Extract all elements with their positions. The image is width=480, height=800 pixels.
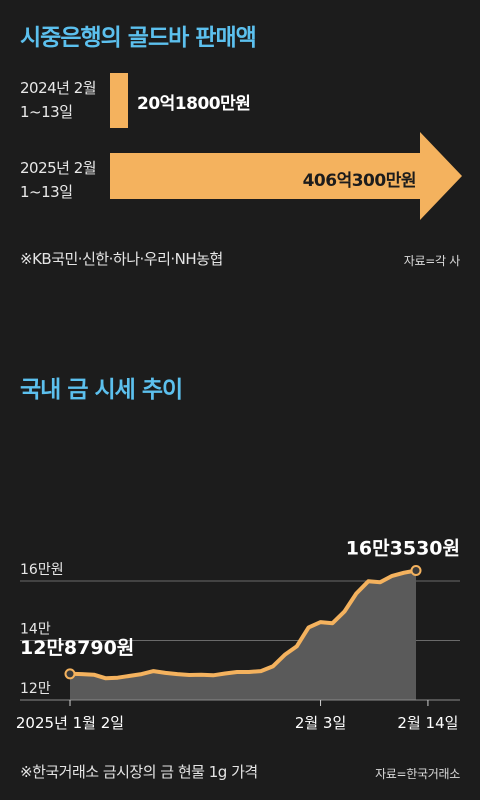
x-tick-label: 2월 3일 — [295, 714, 346, 732]
bar-2025-value-label: 406억300만원 — [302, 171, 417, 191]
gold-price-chart: 12만 14만 16만원 2025년 1월 2일 2월 3일 2월 14일 12만8790원… — [16, 537, 460, 732]
section1-source: 자료=각 사 — [403, 254, 461, 268]
bar-2025-arrow — [110, 132, 462, 220]
x-tick-label: 2월 14일 — [397, 714, 458, 732]
banks-note: ※KB국민·신한·하나·우리·NH농협 — [20, 250, 223, 268]
y-tick-label: 12만 — [20, 681, 51, 697]
data-point-marker — [64, 668, 76, 680]
bar-2024-value-label: 20억1800만원 — [137, 94, 251, 114]
period-2025-line2: 1~13일 — [20, 183, 73, 201]
data-point-marker — [410, 564, 422, 576]
price-area — [70, 570, 416, 700]
period-2025: 2025년 2월 1~13일 — [20, 156, 97, 204]
period-2024: 2024년 2월 1~13일 — [20, 76, 97, 124]
data-label: 16만3530원 — [346, 537, 460, 559]
period-2024-line2: 1~13일 — [20, 103, 73, 121]
y-tick-label: 16만원 — [20, 562, 64, 578]
goldbar-sales-title: 시중은행의 골드바 판매액 — [20, 25, 257, 51]
price-note: ※한국거래소 금시장의 금 현물 1g 가격 — [20, 763, 258, 781]
price-line — [68, 568, 418, 681]
gold-price-title: 국내 금 시세 추이 — [20, 377, 183, 403]
section2-source: 자료=한국거래소 — [375, 767, 460, 781]
data-label: 12만8790원 — [20, 637, 134, 659]
period-2025-line1: 2025년 2월 — [20, 159, 97, 177]
period-2024-line1: 2024년 2월 — [20, 79, 97, 97]
y-tick-label: 14만 — [20, 622, 51, 638]
x-tick-label: 2025년 1월 2일 — [16, 714, 124, 732]
bar-2024 — [110, 73, 128, 128]
